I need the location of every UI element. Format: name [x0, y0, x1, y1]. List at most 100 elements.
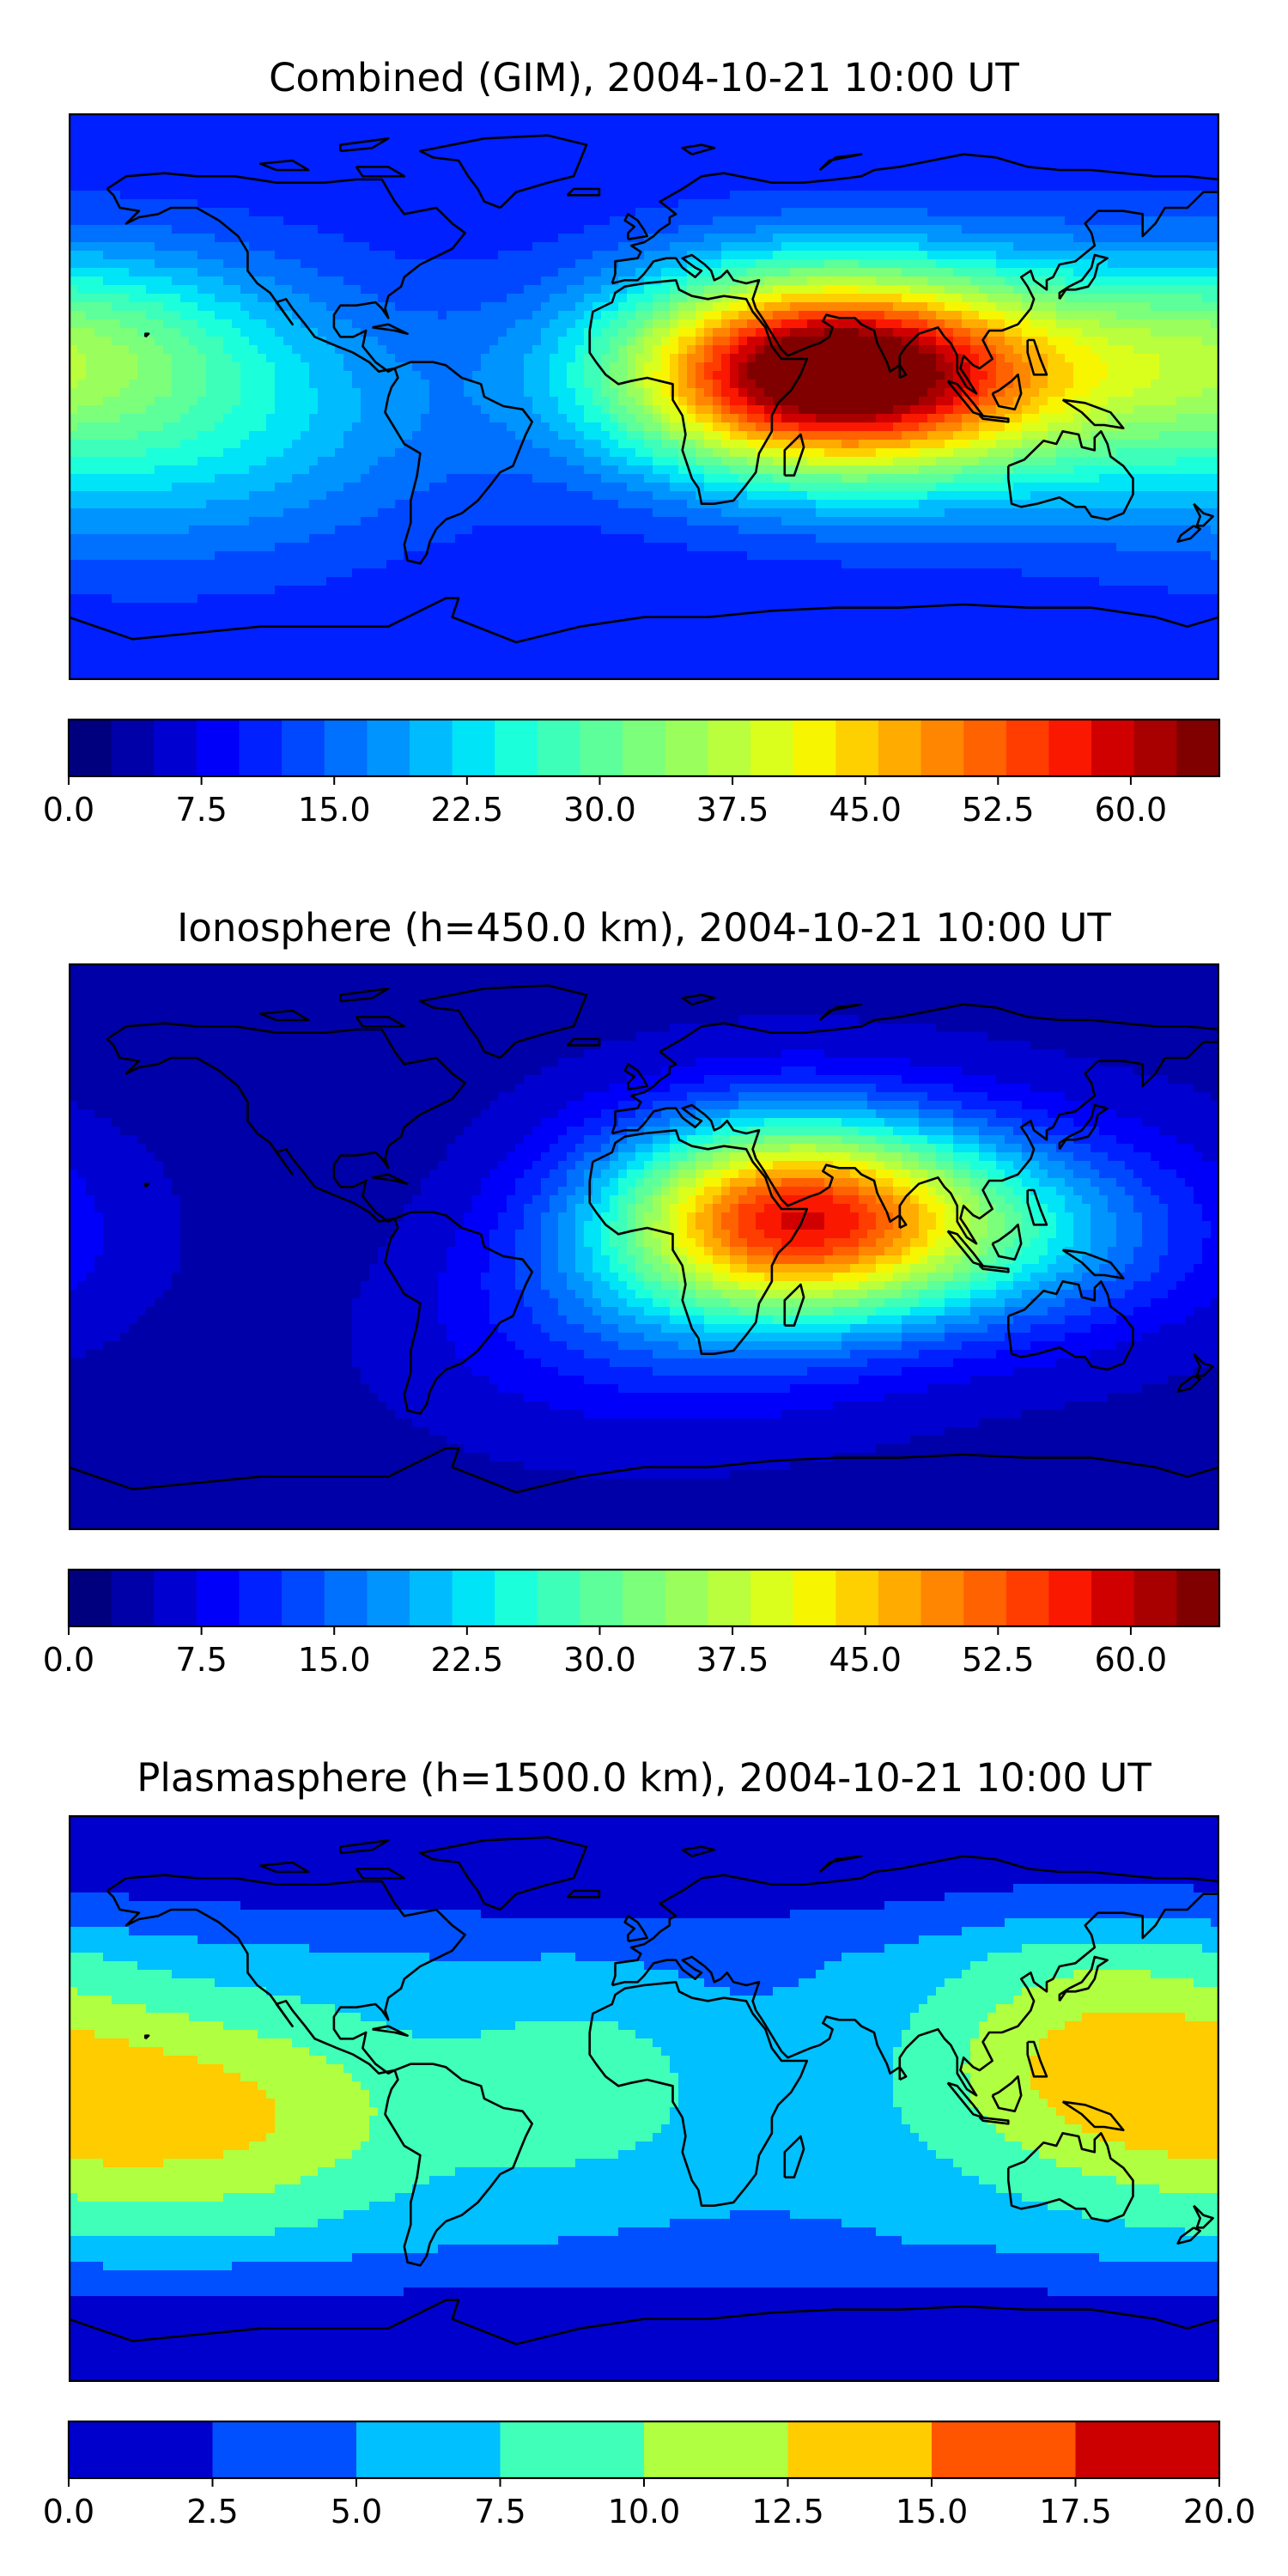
heatmap-cell: [713, 328, 722, 337]
heatmap-cell: [498, 328, 507, 337]
heatmap-cell: [575, 345, 585, 355]
heatmap-cell: [189, 173, 198, 183]
heatmap-cell: [644, 199, 653, 209]
heatmap-cell: [1159, 422, 1169, 432]
heatmap-cell: [833, 251, 842, 260]
heatmap-cell: [790, 139, 799, 149]
heatmap-cell: [773, 131, 782, 140]
heatmap-cell: [515, 371, 525, 380]
heatmap-cell: [404, 234, 413, 243]
heatmap-cell: [592, 302, 602, 312]
heatmap-cell: [1056, 234, 1066, 243]
heatmap-cell: [721, 182, 731, 191]
heatmap-cell: [206, 242, 216, 252]
heatmap-cell: [69, 422, 78, 432]
heatmap-cell: [172, 148, 181, 157]
heatmap-cell: [1159, 156, 1169, 166]
heatmap-cell: [455, 311, 465, 320]
heatmap-cell: [1176, 216, 1186, 226]
heatmap-cell: [369, 345, 379, 355]
heatmap-cell: [747, 191, 756, 200]
heatmap-cell: [129, 156, 138, 166]
heatmap-cell: [266, 311, 276, 320]
heatmap-cell: [721, 414, 731, 423]
heatmap-cell: [867, 294, 877, 303]
heatmap-cell: [283, 234, 293, 243]
heatmap-cell: [206, 371, 216, 380]
heatmap-cell: [172, 173, 181, 183]
heatmap-cell: [77, 191, 87, 200]
heatmap-cell: [1099, 268, 1109, 277]
heatmap-cell: [1022, 225, 1031, 234]
heatmap-cell: [584, 216, 593, 226]
heatmap-cell: [86, 173, 95, 183]
heatmap-cell: [627, 362, 636, 372]
heatmap-cell: [215, 337, 224, 346]
heatmap-cell: [223, 405, 233, 415]
heatmap-cell: [69, 148, 78, 157]
heatmap-cell: [1091, 380, 1100, 389]
heatmap-cell: [902, 182, 911, 191]
heatmap-cell: [936, 182, 945, 191]
heatmap-cell: [850, 388, 860, 398]
heatmap-cell: [429, 259, 439, 269]
heatmap-cell: [464, 234, 473, 243]
heatmap-cell: [987, 362, 997, 372]
heatmap-cell: [550, 148, 559, 157]
heatmap-cell: [240, 397, 250, 406]
heatmap-cell: [1211, 276, 1219, 286]
heatmap-cell: [687, 216, 696, 226]
heatmap-cell: [919, 131, 928, 140]
heatmap-cell: [541, 251, 550, 260]
heatmap-cell: [129, 319, 138, 329]
heatmap-cell: [1039, 225, 1048, 234]
heatmap-cell: [1099, 251, 1109, 260]
heatmap-cell: [77, 173, 87, 183]
heatmap-cell: [515, 414, 525, 423]
heatmap-cell: [627, 208, 636, 217]
heatmap-cell: [927, 380, 937, 389]
heatmap-cell: [910, 362, 920, 372]
heatmap-cell: [86, 345, 95, 355]
heatmap-cell: [524, 328, 533, 337]
heatmap-cell: [644, 191, 653, 200]
heatmap-cell: [1125, 397, 1134, 406]
heatmap-cell: [421, 268, 430, 277]
heatmap-cell: [103, 191, 112, 200]
heatmap-cell: [833, 208, 842, 217]
heatmap-cell: [919, 337, 928, 346]
heatmap-cell: [378, 294, 387, 303]
heatmap-cell: [172, 285, 181, 295]
heatmap-cell: [850, 216, 860, 226]
heatmap-cell: [86, 422, 95, 432]
heatmap-cell: [558, 131, 568, 140]
heatmap-cell: [721, 371, 731, 380]
heatmap-cell: [464, 311, 473, 320]
heatmap-cell: [1099, 156, 1109, 166]
heatmap-cell: [326, 131, 336, 140]
heatmap-cell: [1005, 294, 1014, 303]
heatmap-cell: [447, 251, 456, 260]
heatmap-cell: [979, 362, 988, 372]
heatmap-cell: [412, 362, 422, 372]
heatmap-cell: [1133, 259, 1143, 269]
heatmap-cell: [893, 345, 902, 355]
heatmap-cell: [1030, 113, 1040, 123]
heatmap-cell: [1022, 156, 1031, 166]
heatmap-cell: [197, 251, 207, 260]
heatmap-cell: [962, 380, 971, 389]
heatmap-cell: [584, 371, 593, 380]
heatmap-cell: [1185, 208, 1194, 217]
heatmap-cell: [945, 345, 954, 355]
heatmap-cell: [936, 268, 945, 277]
heatmap-cell: [232, 113, 241, 123]
heatmap-cell: [1013, 156, 1023, 166]
heatmap-cell: [584, 199, 593, 209]
heatmap-cell: [395, 242, 404, 252]
heatmap-cell: [824, 182, 834, 191]
heatmap-cell: [1013, 405, 1023, 415]
heatmap-cell: [1211, 319, 1219, 329]
heatmap-cell: [756, 139, 765, 149]
heatmap-cell: [447, 191, 456, 200]
heatmap-cell: [146, 345, 155, 355]
